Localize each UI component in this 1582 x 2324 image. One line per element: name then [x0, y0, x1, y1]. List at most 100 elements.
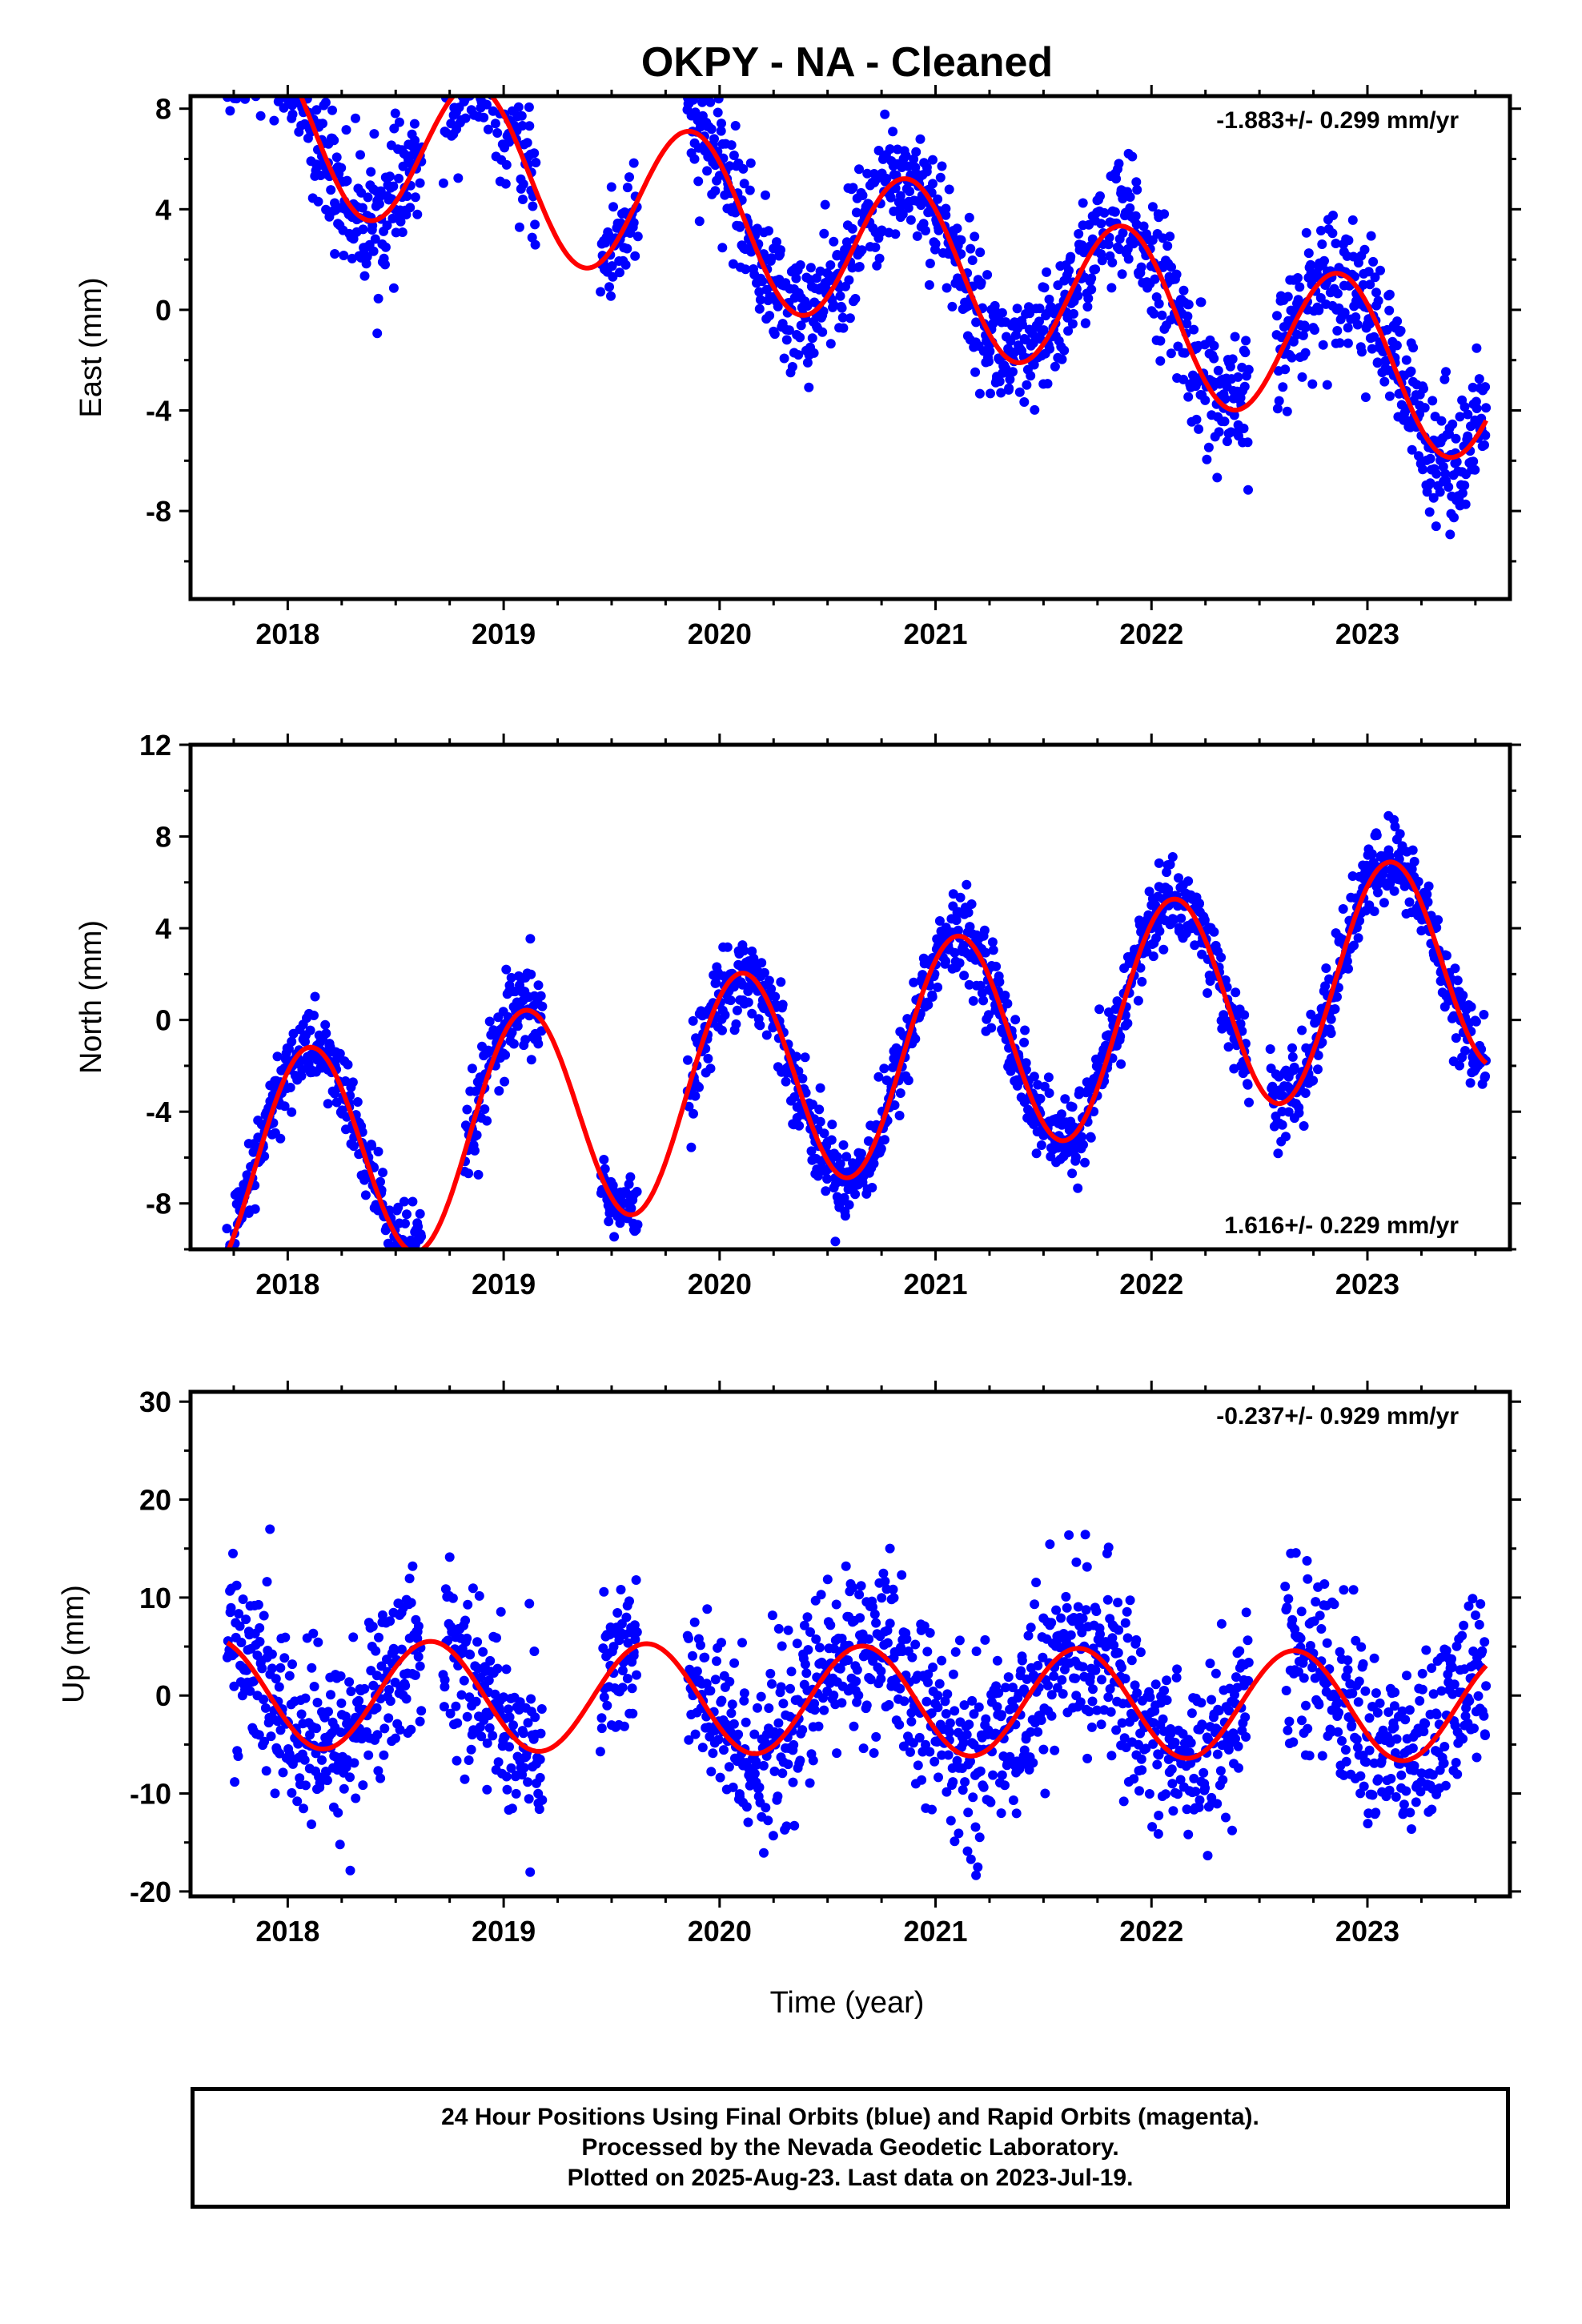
- data-point: [604, 282, 614, 292]
- data-point: [919, 1621, 930, 1631]
- data-point: [705, 1686, 716, 1696]
- data-point: [1229, 410, 1239, 420]
- data-point: [308, 73, 318, 82]
- data-point: [971, 1647, 982, 1656]
- data-point: [402, 191, 412, 201]
- data-point: [880, 109, 890, 119]
- data-point: [235, 50, 245, 60]
- data-point: [1056, 1613, 1066, 1623]
- data-point: [818, 306, 829, 316]
- data-point: [529, 148, 540, 159]
- data-point: [235, 74, 245, 83]
- data-point: [271, 66, 281, 76]
- data-point: [1472, 343, 1482, 353]
- data-point: [1017, 1655, 1027, 1666]
- data-point: [323, 1707, 333, 1717]
- data-point: [1449, 513, 1459, 523]
- data-point: [484, 1675, 494, 1686]
- data-point: [1144, 887, 1154, 897]
- data-point: [1303, 1723, 1313, 1734]
- data-point: [274, 50, 283, 60]
- data-point: [862, 168, 873, 179]
- data-point: [535, 1755, 545, 1764]
- data-point: [1202, 454, 1212, 464]
- data-point: [1343, 338, 1353, 348]
- data-point: [1243, 1658, 1254, 1667]
- data-point: [877, 1593, 887, 1603]
- data-point: [1207, 1695, 1217, 1705]
- data-point: [1080, 1530, 1090, 1540]
- data-point: [1162, 1695, 1172, 1705]
- data-point: [954, 1828, 964, 1839]
- data-point: [1042, 267, 1052, 277]
- data-point: [928, 179, 938, 189]
- data-point: [349, 1758, 359, 1768]
- data-point: [1301, 1700, 1311, 1711]
- data-point: [783, 1759, 793, 1770]
- data-point: [1110, 207, 1120, 217]
- data-point: [783, 1625, 793, 1635]
- data-point: [1044, 1088, 1054, 1098]
- data-point: [482, 1784, 492, 1795]
- data-point: [802, 357, 813, 368]
- data-point: [460, 1774, 470, 1784]
- data-point: [1320, 981, 1331, 991]
- data-point: [382, 220, 392, 231]
- data-point: [1379, 376, 1390, 387]
- data-point: [622, 183, 632, 193]
- data-point: [1173, 1789, 1183, 1799]
- data-point: [761, 1803, 771, 1813]
- data-point: [1087, 1696, 1098, 1707]
- data-point: [628, 218, 639, 228]
- data-point: [1219, 416, 1230, 427]
- data-point: [452, 1718, 463, 1728]
- data-point: [267, 1663, 277, 1674]
- data-point: [1125, 1595, 1135, 1606]
- data-point: [1235, 1019, 1246, 1029]
- data-point: [275, 1133, 286, 1144]
- data-point: [709, 134, 719, 144]
- data-point: [500, 1076, 510, 1087]
- data-point: [346, 1687, 356, 1696]
- data-point: [1231, 987, 1241, 998]
- data-point: [480, 1104, 490, 1114]
- data-point: [241, 3, 251, 13]
- data-point: [1036, 1140, 1046, 1150]
- data-point: [1395, 829, 1405, 839]
- data-point: [1030, 404, 1040, 415]
- data-point: [485, 1655, 496, 1666]
- data-point: [1178, 374, 1189, 384]
- data-point: [1176, 913, 1186, 923]
- data-point: [599, 1692, 609, 1703]
- data-point: [501, 1664, 512, 1675]
- data-point: [1036, 1715, 1046, 1725]
- data-point: [781, 1076, 791, 1087]
- data-point: [1307, 379, 1318, 389]
- data-point: [1008, 367, 1018, 377]
- data-point: [1330, 1004, 1340, 1014]
- data-point: [710, 186, 721, 196]
- data-point: [263, 48, 272, 58]
- data-point: [412, 1634, 423, 1643]
- data-point: [1166, 348, 1176, 359]
- data-point: [1031, 1148, 1042, 1159]
- data-point: [413, 1651, 424, 1662]
- data-point: [1455, 412, 1465, 422]
- data-point: [1225, 361, 1235, 372]
- data-point: [361, 259, 371, 269]
- data-point: [1127, 151, 1138, 162]
- data-point: [1358, 279, 1368, 290]
- data-point: [1272, 404, 1283, 414]
- data-point: [362, 251, 372, 262]
- data-point: [1241, 1731, 1251, 1742]
- data-point: [1440, 468, 1451, 479]
- data-point: [379, 1750, 389, 1760]
- data-point: [1012, 304, 1022, 314]
- data-point: [963, 1807, 974, 1818]
- data-point: [404, 1574, 415, 1584]
- data-point: [716, 126, 726, 136]
- data-point: [261, 43, 271, 53]
- data-point: [388, 283, 399, 293]
- data-point: [506, 71, 516, 81]
- data-point: [937, 161, 947, 171]
